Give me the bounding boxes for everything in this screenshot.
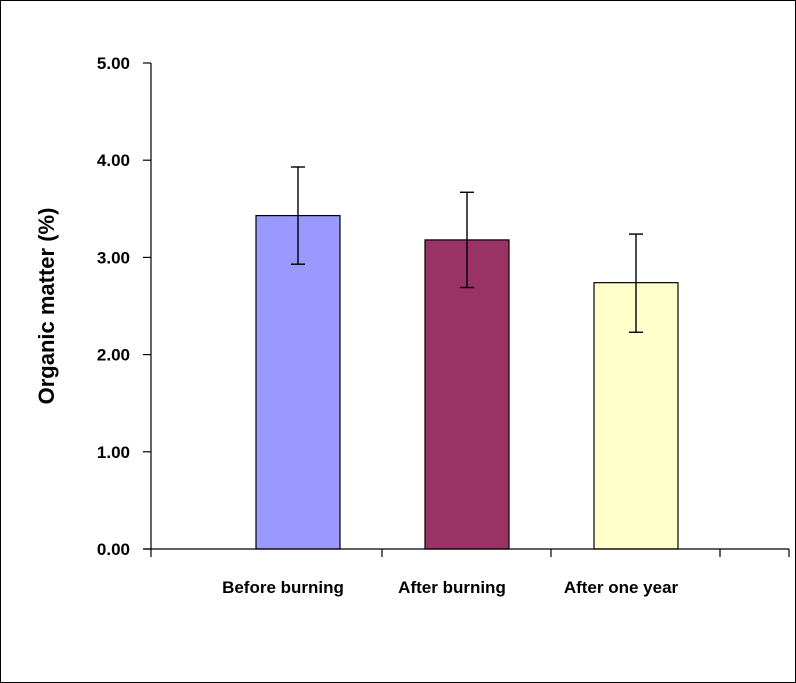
x-category-label-3: After one year (564, 578, 679, 597)
plot-area: 0.00 1.00 2.00 3.00 4.00 5.00 Before burning Af… (97, 54, 790, 597)
y-tick-label-2: 2.00 (97, 346, 130, 365)
y-tick-label-0: 0.00 (97, 540, 130, 559)
y-tick-label-4: 4.00 (97, 151, 130, 170)
x-category-label-1: Before burning (222, 578, 344, 597)
x-category-label-2: After burning (398, 578, 506, 597)
y-tick-label-1: 1.00 (97, 443, 130, 462)
bar-1 (255, 215, 341, 550)
y-tick-label-3: 3.00 (97, 248, 130, 267)
y-axis-title: Organic matter (%) (34, 208, 59, 405)
y-tick-label-5: 5.00 (97, 54, 130, 73)
